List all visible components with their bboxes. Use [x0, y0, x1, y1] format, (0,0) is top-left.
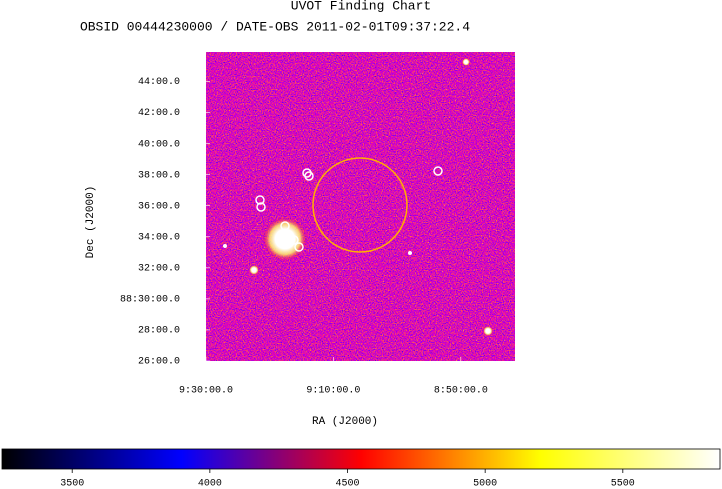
- x-tick-label: 9:10:00.0: [306, 386, 360, 397]
- sky-image: [206, 52, 515, 361]
- bright-source: [263, 217, 307, 261]
- source: [483, 326, 493, 336]
- target-circle: [312, 157, 408, 253]
- source: [249, 265, 259, 275]
- y-tick-label: 44:00.0: [138, 77, 180, 88]
- x-tick-label: 8:50:00.0: [434, 386, 488, 397]
- y-tick-label: 26:00.0: [138, 357, 180, 368]
- source-markers: [255, 166, 443, 252]
- x-tick-label: 9:30:00.0: [179, 386, 233, 397]
- y-tick-label: 38:00.0: [138, 170, 180, 181]
- colorbar-tick-label: 4000: [198, 479, 222, 489]
- chart-title: UVOT Finding Chart: [291, 0, 431, 13]
- source: [408, 251, 412, 255]
- colorbar-tick-label: 4500: [336, 479, 360, 489]
- y-tick-label: 42:00.0: [138, 108, 180, 119]
- y-tick-label: 88:30:00.0: [120, 295, 180, 306]
- x-axis-label: RA (J2000): [312, 416, 378, 428]
- source: [462, 58, 470, 66]
- colorbar-tick-label: 3500: [60, 479, 84, 489]
- image-noise: [206, 52, 515, 361]
- y-tick-label: 40:00.0: [138, 139, 180, 150]
- y-tick-label: 34:00.0: [138, 232, 180, 243]
- y-tick-label: 28:00.0: [138, 326, 180, 337]
- colorbar-tick-label: 5500: [611, 479, 635, 489]
- chart-subtitle: OBSID 00444230000 / DATE-OBS 2011-02-01T…: [80, 19, 470, 34]
- source: [223, 244, 227, 248]
- y-tick-label: 32:00.0: [138, 263, 180, 274]
- y-tick-label: 36:00.0: [138, 201, 180, 212]
- colorbar: [1, 448, 721, 470]
- colorbar-tick-label: 5000: [473, 479, 497, 489]
- y-axis-label: Dec (J2000): [85, 186, 97, 259]
